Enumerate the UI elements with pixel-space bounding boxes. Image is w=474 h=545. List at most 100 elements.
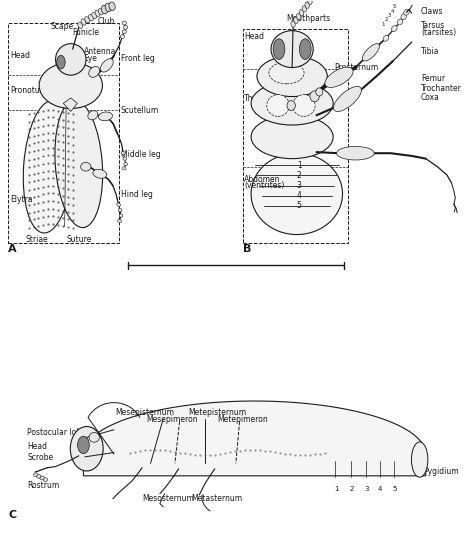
Ellipse shape xyxy=(117,203,120,207)
Ellipse shape xyxy=(305,2,310,8)
Ellipse shape xyxy=(271,31,313,68)
Text: Head: Head xyxy=(27,441,47,451)
Text: 2: 2 xyxy=(384,17,388,22)
Text: Metepisternum: Metepisternum xyxy=(188,408,246,417)
Ellipse shape xyxy=(23,100,73,233)
Text: Mesosternum: Mesosternum xyxy=(265,109,317,118)
Ellipse shape xyxy=(269,62,304,84)
Ellipse shape xyxy=(81,162,91,171)
Text: Tarsus: Tarsus xyxy=(421,21,445,31)
Ellipse shape xyxy=(316,88,323,96)
Ellipse shape xyxy=(88,111,98,120)
Polygon shape xyxy=(64,98,77,112)
Ellipse shape xyxy=(101,5,108,14)
Text: 5: 5 xyxy=(392,486,397,492)
Ellipse shape xyxy=(43,478,47,482)
Text: 5: 5 xyxy=(297,201,301,210)
Ellipse shape xyxy=(55,100,102,228)
Text: 2: 2 xyxy=(350,486,355,492)
Ellipse shape xyxy=(122,30,127,34)
Ellipse shape xyxy=(124,26,128,29)
Ellipse shape xyxy=(120,35,125,39)
Ellipse shape xyxy=(55,44,86,75)
Ellipse shape xyxy=(70,427,103,471)
Text: Thorax: Thorax xyxy=(244,94,271,104)
Text: Elytra: Elytra xyxy=(10,195,32,204)
Text: 1: 1 xyxy=(297,161,301,169)
Text: 3: 3 xyxy=(364,486,368,492)
Text: Claws: Claws xyxy=(421,7,444,16)
Ellipse shape xyxy=(105,3,111,11)
Ellipse shape xyxy=(34,473,38,477)
Ellipse shape xyxy=(98,9,103,15)
Ellipse shape xyxy=(81,19,86,25)
Text: Striae: Striae xyxy=(25,235,48,245)
Ellipse shape xyxy=(95,10,100,16)
Ellipse shape xyxy=(334,87,361,112)
Ellipse shape xyxy=(273,39,285,59)
Text: Mouthparts: Mouthparts xyxy=(286,14,330,23)
Ellipse shape xyxy=(93,169,107,178)
Ellipse shape xyxy=(89,15,93,21)
Text: 4: 4 xyxy=(390,9,394,14)
Ellipse shape xyxy=(40,476,44,480)
Ellipse shape xyxy=(383,35,389,41)
Text: Head: Head xyxy=(244,32,264,41)
Ellipse shape xyxy=(89,432,100,442)
Text: B: B xyxy=(243,244,251,254)
Text: Prosternum: Prosternum xyxy=(334,63,379,72)
Ellipse shape xyxy=(89,66,100,77)
Ellipse shape xyxy=(308,0,312,4)
Ellipse shape xyxy=(337,147,374,160)
Text: Mesepimeron: Mesepimeron xyxy=(147,415,198,425)
Text: 3: 3 xyxy=(387,13,391,18)
Text: Club: Club xyxy=(98,17,115,26)
Ellipse shape xyxy=(123,157,127,160)
Text: Pygidium: Pygidium xyxy=(423,467,459,476)
Ellipse shape xyxy=(121,152,125,155)
Ellipse shape xyxy=(78,22,82,28)
Ellipse shape xyxy=(291,21,295,27)
Text: C: C xyxy=(9,510,17,520)
Ellipse shape xyxy=(118,219,121,223)
Text: 1: 1 xyxy=(382,22,385,27)
Text: 2: 2 xyxy=(297,172,301,180)
Text: Postocular lobe: Postocular lobe xyxy=(27,428,86,437)
Text: Funicle: Funicle xyxy=(73,28,99,37)
Text: Middle leg: Middle leg xyxy=(121,150,161,159)
Text: Tibia: Tibia xyxy=(421,47,439,56)
Text: Femur: Femur xyxy=(421,74,445,83)
Ellipse shape xyxy=(85,16,90,23)
Text: Hind leg: Hind leg xyxy=(121,190,153,199)
Text: Abdomen: Abdomen xyxy=(244,175,281,184)
Ellipse shape xyxy=(78,436,89,453)
Text: Eye: Eye xyxy=(83,54,97,63)
Ellipse shape xyxy=(118,209,122,212)
Text: Mesepisternum: Mesepisternum xyxy=(115,408,174,417)
Text: 4: 4 xyxy=(378,486,383,492)
Ellipse shape xyxy=(39,62,102,108)
Ellipse shape xyxy=(302,6,307,12)
Ellipse shape xyxy=(251,115,333,159)
Text: (ventrites): (ventrites) xyxy=(244,181,285,190)
Ellipse shape xyxy=(251,82,333,125)
Text: Scutellum: Scutellum xyxy=(121,106,159,116)
Text: Antenna: Antenna xyxy=(83,47,116,56)
Ellipse shape xyxy=(267,95,289,116)
Text: Pronotum: Pronotum xyxy=(10,86,47,95)
Ellipse shape xyxy=(92,13,97,19)
Text: Metasternum: Metasternum xyxy=(191,494,243,503)
Text: Front leg: Front leg xyxy=(121,54,155,63)
Polygon shape xyxy=(83,401,426,476)
Ellipse shape xyxy=(392,26,397,32)
Text: 5: 5 xyxy=(392,4,396,9)
Ellipse shape xyxy=(57,56,65,69)
Ellipse shape xyxy=(124,162,128,166)
Ellipse shape xyxy=(99,112,112,121)
Ellipse shape xyxy=(310,91,319,102)
Ellipse shape xyxy=(296,14,301,20)
Text: 1: 1 xyxy=(335,486,339,492)
Ellipse shape xyxy=(397,19,403,25)
Text: Head: Head xyxy=(10,51,30,60)
Ellipse shape xyxy=(300,39,311,59)
